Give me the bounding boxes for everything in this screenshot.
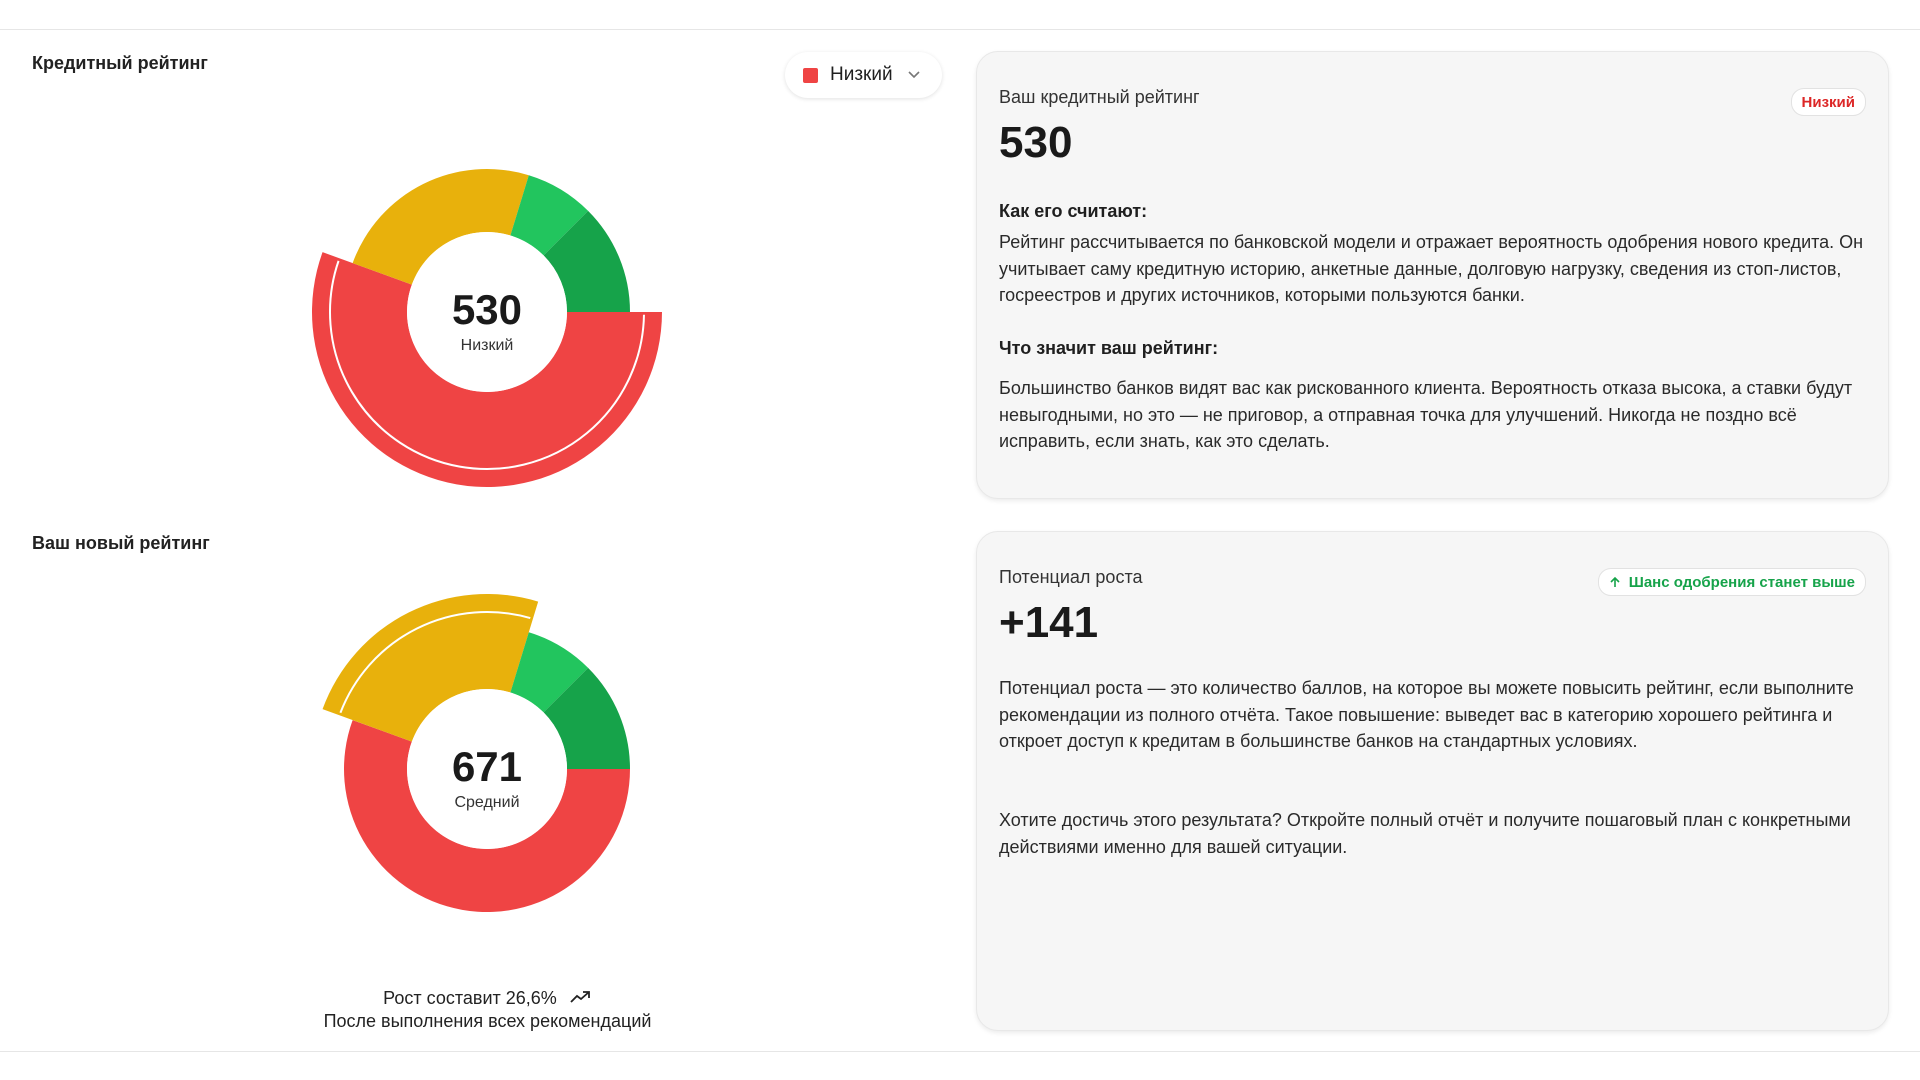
trend-icon: [570, 991, 590, 1003]
card-label: Ваш кредитный рейтинг: [999, 87, 1200, 107]
legend-dropdown[interactable]: Низкий: [785, 52, 942, 98]
donut-segment: [322, 593, 539, 742]
bottom-divider: [0, 1051, 1920, 1052]
chevron-icon: [908, 71, 920, 79]
donut-value: 530: [452, 286, 522, 333]
donut-label: Низкий: [461, 337, 514, 354]
donut-segment: [510, 175, 589, 256]
legend-swatch: [803, 67, 818, 83]
donut-segment: [343, 720, 630, 913]
donut-label: Средний: [454, 794, 519, 811]
donut-segment: [352, 168, 529, 285]
highlight-ring: [329, 260, 645, 470]
badge-text: Шанс одобрения станет выше: [1628, 573, 1855, 591]
status-badge: Низкий: [1790, 88, 1866, 116]
growth-card: Потенциал роста Шанс одобрения станет вы…: [976, 531, 1889, 1031]
rating-card: Ваш кредитный рейтинг Низкий 530 Как его…: [976, 51, 1889, 499]
donut-hole: [407, 232, 567, 392]
card-heading: Что значит ваш рейтинг:: [999, 338, 1219, 358]
growth-footer: Рост составит 26,6% После выполнения все…: [0, 987, 975, 1033]
card-text: Рейтинг рассчитывается по банковской мод…: [999, 232, 1864, 305]
donut-segment: [543, 210, 630, 312]
panel-title: Кредитный рейтинг: [32, 53, 208, 73]
growth-text: Рост составит 26,6%: [383, 988, 557, 1008]
card-text: Большинство банков видят вас как рискова…: [999, 378, 1853, 451]
panel-title: Ваш новый рейтинг: [32, 533, 210, 553]
card-heading: Как его считают:: [999, 201, 1148, 221]
donut-value: 671: [452, 743, 522, 790]
arrow-up-icon: [1610, 576, 1620, 587]
donut-hole: [407, 689, 567, 849]
card-text: Потенциал роста — это количество баллов,…: [999, 678, 1854, 751]
highlight-ring: [339, 611, 531, 714]
donut-segment: [510, 632, 589, 713]
card-value: 530: [999, 118, 1073, 167]
legend-label: Низкий: [830, 64, 893, 85]
growth-note: После выполнения всех рекомендаций: [323, 1011, 652, 1031]
status-badge: Шанс одобрения станет выше: [1597, 568, 1866, 596]
top-divider: [0, 29, 1920, 30]
card-text: Хотите достичь этого результата? Откройт…: [999, 810, 1851, 857]
donut-segment: [312, 252, 662, 487]
card-label: Потенциал роста: [999, 567, 1143, 587]
donut-charts: 530 Низкий 671 Средний: [312, 168, 662, 913]
card-value: +141: [999, 598, 1099, 647]
donut-segment: [543, 667, 630, 769]
